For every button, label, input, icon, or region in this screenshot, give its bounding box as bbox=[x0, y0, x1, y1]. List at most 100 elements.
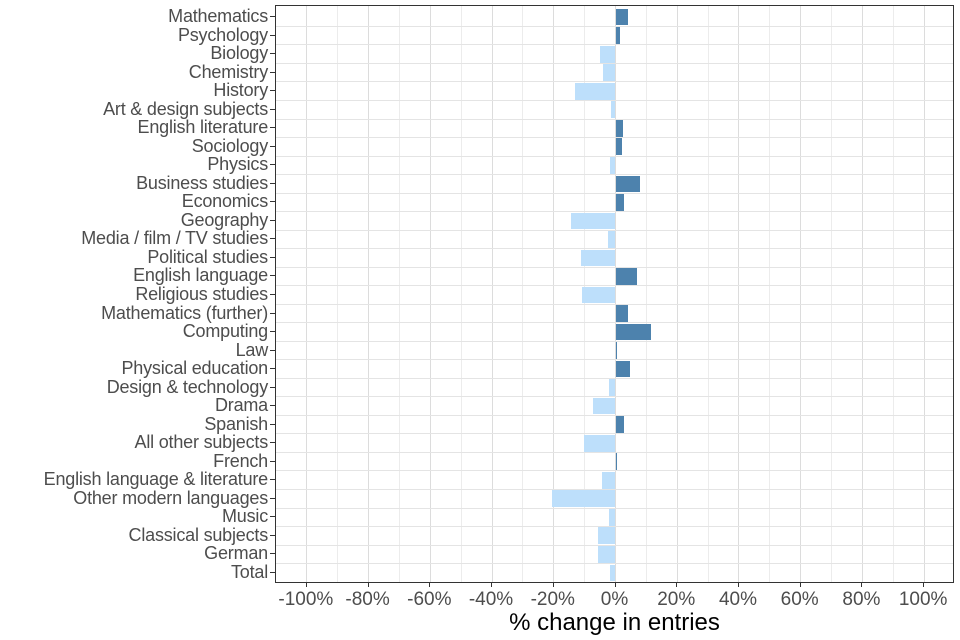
gridline-minor bbox=[645, 6, 647, 582]
y-axis-label: English language & literature bbox=[43, 469, 269, 490]
y-tick bbox=[270, 53, 275, 55]
bar bbox=[597, 527, 616, 545]
gridline-row bbox=[276, 25, 953, 27]
y-axis-label: All other subjects bbox=[134, 432, 269, 453]
bar bbox=[615, 453, 618, 471]
gridline-major bbox=[676, 6, 678, 582]
gridline-major bbox=[861, 6, 863, 582]
x-tick bbox=[367, 583, 369, 587]
gridline-row bbox=[276, 81, 953, 83]
gridline-minor bbox=[707, 6, 709, 582]
gridline-row bbox=[276, 303, 953, 305]
gridline-row bbox=[276, 322, 953, 324]
gridline-row bbox=[276, 174, 953, 176]
y-axis-label: Computing bbox=[182, 321, 268, 342]
gridline-major bbox=[306, 6, 308, 582]
x-tick bbox=[923, 583, 925, 587]
y-tick bbox=[270, 516, 275, 518]
y-tick bbox=[270, 127, 275, 129]
gridline-minor bbox=[769, 6, 771, 582]
y-tick bbox=[270, 386, 275, 388]
x-tick-label: 0% bbox=[600, 589, 629, 610]
gridline-row bbox=[276, 563, 953, 565]
y-tick bbox=[270, 238, 275, 240]
gridline-row bbox=[276, 211, 953, 213]
x-tick bbox=[676, 583, 678, 587]
gridline-minor bbox=[831, 6, 833, 582]
bar bbox=[597, 546, 616, 563]
gridline-row bbox=[276, 155, 953, 157]
bar bbox=[602, 64, 616, 82]
y-tick bbox=[270, 34, 275, 36]
y-axis-label: Psychology bbox=[177, 24, 268, 45]
bar bbox=[580, 249, 616, 267]
bar bbox=[615, 194, 624, 211]
bar bbox=[582, 286, 616, 304]
y-axis-label: Sociology bbox=[191, 135, 268, 156]
y-tick bbox=[270, 534, 275, 536]
gridline-minor bbox=[460, 6, 462, 582]
y-axis-label: Physical education bbox=[121, 358, 269, 379]
gridline-minor bbox=[398, 6, 400, 582]
bar bbox=[615, 268, 637, 285]
bar bbox=[584, 434, 616, 452]
gridline-row bbox=[276, 285, 953, 287]
y-tick bbox=[270, 164, 275, 166]
bar bbox=[615, 138, 622, 156]
y-axis-label: History bbox=[213, 80, 268, 101]
gridline-row bbox=[276, 137, 953, 139]
y-axis-label: English literature bbox=[137, 117, 269, 138]
x-tick-label: 100% bbox=[898, 589, 948, 610]
y-tick bbox=[270, 201, 275, 203]
gridline-row bbox=[276, 248, 953, 250]
bar bbox=[615, 305, 629, 322]
y-axis-label: Design & technology bbox=[106, 376, 269, 397]
x-tick bbox=[799, 583, 801, 587]
y-tick bbox=[270, 219, 275, 221]
y-axis-label: German bbox=[204, 543, 268, 564]
gridline-row bbox=[276, 433, 953, 435]
x-tick-label: 20% bbox=[657, 589, 696, 610]
y-tick bbox=[270, 479, 275, 481]
gridline-row bbox=[276, 62, 953, 64]
gridline-row bbox=[276, 544, 953, 546]
x-tick bbox=[614, 583, 616, 587]
y-tick bbox=[270, 275, 275, 277]
x-tick bbox=[552, 583, 554, 587]
y-axis-label: Economics bbox=[181, 191, 268, 212]
gridline-row bbox=[276, 526, 953, 528]
gridline-major bbox=[368, 6, 370, 582]
gridline-row bbox=[276, 489, 953, 491]
x-tick-label: -40% bbox=[468, 589, 514, 610]
gridline-row bbox=[276, 377, 953, 379]
x-tick-label: 60% bbox=[780, 589, 819, 610]
y-axis-label: Classical subjects bbox=[128, 524, 269, 545]
y-axis-label: Total bbox=[230, 561, 268, 582]
x-tick-label: 80% bbox=[842, 589, 881, 610]
y-axis-label: Drama bbox=[214, 395, 268, 416]
bar bbox=[600, 45, 616, 63]
y-tick bbox=[270, 145, 275, 147]
gridline-row bbox=[276, 266, 953, 268]
x-tick-label: -100% bbox=[278, 589, 334, 610]
y-axis-label: Media / film / TV studies bbox=[81, 228, 268, 249]
y-axis-label: Biology bbox=[210, 43, 268, 64]
y-tick bbox=[270, 182, 275, 184]
y-axis-label: Spanish bbox=[204, 413, 268, 434]
gridline-row bbox=[276, 192, 953, 194]
x-tick-label: -20% bbox=[530, 589, 575, 610]
bar bbox=[593, 397, 616, 415]
y-axis-label: Religious studies bbox=[135, 284, 268, 304]
y-tick bbox=[270, 90, 275, 92]
gridline-row bbox=[276, 340, 953, 342]
bar bbox=[615, 323, 651, 341]
x-axis-title: % change in entries bbox=[509, 609, 720, 636]
bar bbox=[615, 8, 629, 26]
gridline-major bbox=[491, 6, 493, 582]
y-axis-label: Business studies bbox=[136, 172, 268, 193]
y-tick bbox=[270, 368, 275, 370]
bar bbox=[552, 490, 616, 508]
y-tick bbox=[270, 71, 275, 73]
y-tick bbox=[270, 312, 275, 314]
